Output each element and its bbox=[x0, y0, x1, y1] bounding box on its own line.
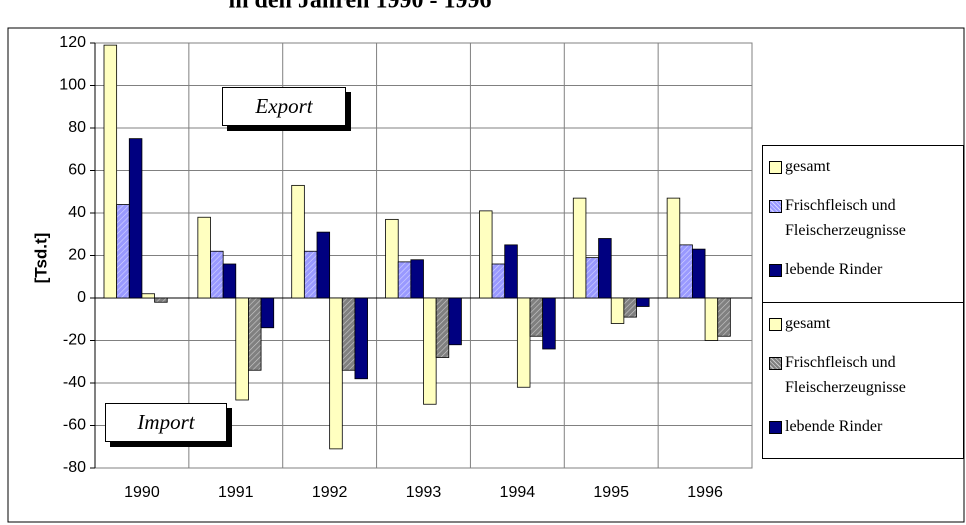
y-tick-label: 60 bbox=[68, 162, 86, 179]
bar bbox=[504, 244, 518, 299]
annotation: Export bbox=[222, 87, 346, 126]
bar bbox=[704, 297, 719, 341]
legend-entry: lebende Rinder bbox=[769, 414, 959, 439]
bar bbox=[598, 238, 612, 299]
x-tick-label: 1992 bbox=[312, 484, 348, 501]
annotation: Import bbox=[105, 403, 227, 442]
y-tick-label: 120 bbox=[59, 34, 86, 51]
bar bbox=[210, 250, 224, 299]
bar bbox=[235, 297, 249, 401]
legend-entry: lebende Rinder bbox=[769, 257, 959, 282]
bar bbox=[248, 297, 262, 371]
legend-label: Frischfleisch und Fleischerzeugnisse bbox=[785, 197, 906, 239]
legend-label: Frischfleisch und Fleischerzeugnisse bbox=[785, 354, 906, 396]
bar bbox=[128, 138, 143, 299]
bar bbox=[316, 231, 331, 299]
y-tick-label: -40 bbox=[63, 374, 86, 391]
bar bbox=[103, 44, 118, 299]
y-tick-label: -60 bbox=[63, 417, 86, 434]
x-tick-label: 1995 bbox=[593, 484, 629, 501]
chart-frame bbox=[7, 27, 965, 523]
bar bbox=[610, 297, 625, 324]
bar bbox=[222, 263, 237, 299]
x-tick-label: 1994 bbox=[500, 484, 536, 501]
bar bbox=[141, 293, 155, 299]
legend-label: gesamt bbox=[785, 158, 831, 175]
bar bbox=[397, 261, 412, 299]
bar bbox=[491, 263, 506, 299]
x-tick-label: 1991 bbox=[218, 484, 254, 501]
bar bbox=[423, 297, 437, 405]
legend-swatch bbox=[769, 200, 782, 213]
legend-group: gesamt Frischfleisch und Fleischerzeugnis… bbox=[763, 146, 963, 302]
legend-swatch bbox=[769, 318, 782, 331]
legend-entry: Frischfleisch und Fleischerzeugnisse bbox=[769, 350, 959, 400]
bar bbox=[260, 297, 275, 329]
y-tick-label: -20 bbox=[63, 332, 86, 349]
bar bbox=[116, 204, 130, 299]
legend-entry: gesamt bbox=[769, 154, 959, 179]
bar bbox=[636, 297, 650, 307]
bar bbox=[585, 257, 599, 299]
bar bbox=[385, 218, 399, 299]
bar bbox=[410, 259, 424, 299]
bar bbox=[354, 297, 368, 380]
bar bbox=[329, 297, 343, 450]
bar bbox=[154, 297, 168, 303]
legend-swatch bbox=[769, 264, 782, 277]
x-tick-label: 1996 bbox=[687, 484, 723, 501]
bar bbox=[542, 297, 556, 350]
y-axis-label: [Tsd.t] bbox=[31, 233, 50, 284]
bar bbox=[435, 297, 450, 358]
chart-title: in den Jahren 1990 - 1996 bbox=[229, 0, 492, 14]
bar bbox=[623, 297, 637, 318]
legend-label: lebende Rinder bbox=[785, 261, 883, 278]
legend-group: gesamt Frischfleisch und Fleischerzeugnis… bbox=[763, 302, 963, 458]
bar bbox=[717, 297, 731, 337]
y-tick-label: 100 bbox=[59, 77, 86, 94]
bar bbox=[448, 297, 462, 346]
legend: gesamt Frischfleisch und Fleischerzeugnis… bbox=[762, 145, 964, 459]
legend-label: lebende Rinder bbox=[785, 418, 883, 435]
bar bbox=[479, 210, 493, 299]
y-tick-label: 0 bbox=[77, 289, 86, 306]
legend-entry: gesamt bbox=[769, 311, 959, 336]
legend-swatch bbox=[769, 357, 782, 370]
legend-swatch bbox=[769, 161, 782, 174]
bar bbox=[679, 244, 693, 299]
bar bbox=[291, 184, 305, 299]
y-tick-label: 20 bbox=[68, 247, 86, 264]
legend-swatch bbox=[769, 421, 782, 434]
bar bbox=[572, 197, 587, 299]
legend-label: gesamt bbox=[785, 315, 831, 332]
y-tick-label: 40 bbox=[68, 204, 86, 221]
bar bbox=[666, 197, 681, 299]
legend-entry: Frischfleisch und Fleischerzeugnisse bbox=[769, 193, 959, 243]
y-tick-label: -80 bbox=[63, 459, 86, 476]
bar bbox=[529, 297, 544, 337]
x-tick-label: 1990 bbox=[124, 484, 160, 501]
x-tick-label: 1993 bbox=[406, 484, 442, 501]
bar bbox=[197, 216, 211, 299]
y-tick-label: 80 bbox=[68, 119, 86, 136]
bar bbox=[341, 297, 356, 371]
bar bbox=[516, 297, 531, 388]
bar bbox=[692, 248, 706, 299]
bar bbox=[303, 250, 318, 299]
